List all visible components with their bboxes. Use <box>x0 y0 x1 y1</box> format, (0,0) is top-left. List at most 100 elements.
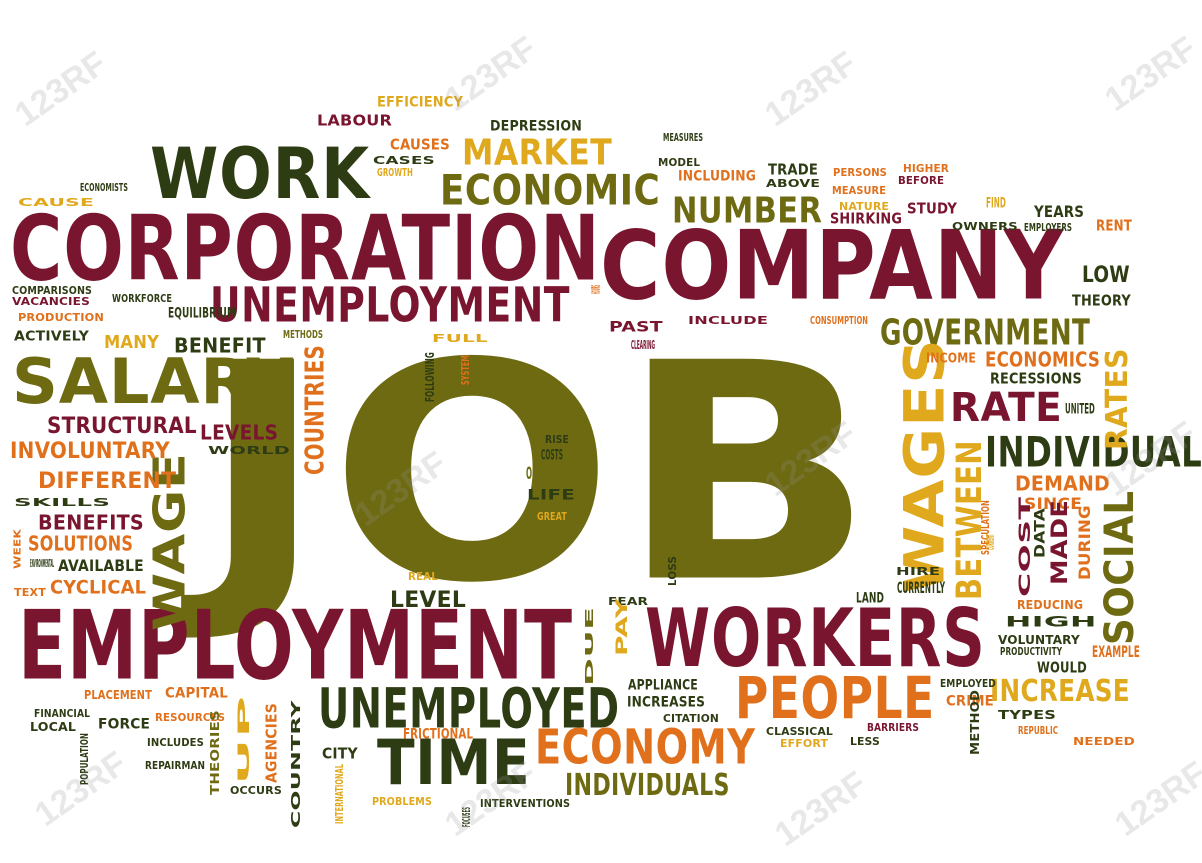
word-text: ECONOMIC <box>440 166 661 216</box>
word-cases: CASES <box>373 155 435 166</box>
word-text: TIME <box>377 728 531 800</box>
word-different: DIFFERENT <box>38 470 176 492</box>
word-text: WORKFORCE <box>112 292 173 305</box>
word-text: MEASURES <box>663 131 704 144</box>
word-environmental: ENVIRONMENTAL <box>30 558 54 569</box>
word-workforce: WORKFORCE <box>112 293 172 304</box>
word-text: REPUBLIC <box>1018 724 1059 737</box>
word-barriers: BARRIERS <box>867 722 919 733</box>
word-efficiency: EFFICIENCY <box>377 95 463 109</box>
word-pay: PAY <box>612 597 632 656</box>
watermark-logo: 123RF <box>768 764 874 854</box>
word-text: OCCURS <box>230 784 282 797</box>
word-text: FINANCIAL <box>34 707 91 720</box>
word-text: CASES <box>373 154 435 167</box>
word-less: LESS <box>850 736 880 747</box>
word-text: INCREASE <box>990 673 1130 709</box>
word-republic: REPUBLIC <box>1018 725 1058 736</box>
word-government: GOVERNMENT <box>880 315 1090 351</box>
word-text: CITY <box>322 744 358 763</box>
word-text: UNEMPLOYMENT <box>210 278 570 334</box>
word-countries: COUNTRIES <box>300 345 330 475</box>
word-equilibrium: EQUILIBRIUM <box>168 306 236 320</box>
word-study: STUDY <box>907 201 957 216</box>
word-salary: SALARY <box>12 352 294 414</box>
word-text: LOCAL <box>30 720 77 734</box>
word-text: CURRENT <box>984 533 997 550</box>
word-include: INCLUDE <box>688 315 768 326</box>
word-example: EXAMPLE <box>1092 644 1140 660</box>
word-method: METHOD <box>968 689 982 755</box>
word-text: INTERNATIONAL <box>333 764 346 824</box>
word-text: PRODUCTIVITY <box>1000 645 1063 658</box>
word-resources: RESOURCES <box>155 712 225 723</box>
word-text: VOLUNTARY <box>998 633 1080 647</box>
word-following: FOLLOWING <box>423 352 437 402</box>
word-occurs: OCCURS <box>230 785 282 796</box>
word-costs: COSTS <box>541 448 563 462</box>
word-currently: CURRENTLY <box>897 580 945 596</box>
word-text: GROWTH <box>377 166 413 179</box>
word-cost: COST <box>1016 497 1034 597</box>
word-text: UNITED <box>1065 400 1095 418</box>
word-clearing: CLEARING <box>631 339 655 351</box>
word-cause: CAUSE <box>18 197 94 208</box>
word-text: FRICTIONAL <box>403 725 474 743</box>
word-text: VACANCIES <box>12 295 90 308</box>
word-text: FULL <box>432 332 488 345</box>
word-text: CLEARING <box>631 338 656 352</box>
word-benefit: BENEFIT <box>174 336 266 356</box>
word-text: DATA <box>1031 507 1049 558</box>
word-text: CYCLICAL <box>50 576 147 599</box>
word-text: CRIME <box>946 692 994 710</box>
word-due: DUE <box>583 606 596 686</box>
word-including: INCLUDING <box>678 169 756 183</box>
word-text: HOURS <box>589 284 603 294</box>
word-frictional: FRICTIONAL <box>403 727 473 741</box>
word-text: TEXT <box>14 587 46 598</box>
word-text: WORLD <box>208 444 291 457</box>
watermark-logo: 123RF <box>758 44 864 134</box>
word-text: HIGH <box>1005 613 1097 631</box>
word-citation: CITATION <box>663 713 719 724</box>
word-text: INVOLUNTARY <box>10 438 170 464</box>
word-text: LAND <box>856 589 885 607</box>
word-text: OWNERS <box>952 220 1018 233</box>
word-united: UNITED <box>1065 402 1095 416</box>
word-text: ENVIRONMENTAL <box>30 557 54 570</box>
word-text: LEVELS <box>200 421 279 445</box>
word-classical: CLASSICAL <box>766 726 833 737</box>
word-text: INCLUDE <box>688 314 769 327</box>
watermark-logo: 123RF <box>1108 754 1202 844</box>
word-includes: INCLUDES <box>147 737 204 748</box>
word-economics: ECONOMICS <box>985 350 1100 370</box>
word-week: WEEK <box>11 529 23 569</box>
word-trade: TRADE <box>768 162 818 177</box>
word-interventions: INTERVENTIONS <box>480 798 570 809</box>
word-text: PAY <box>612 597 632 656</box>
word-current: CURRENT <box>984 533 997 550</box>
word-text: METHOD <box>968 689 982 755</box>
word-growth: GROWTH <box>377 167 413 178</box>
word-problems: PROBLEMS <box>372 796 432 807</box>
word-text: RENT <box>1096 216 1132 235</box>
word-real: REAL <box>408 571 438 582</box>
word-text: COUNTRIES <box>300 345 330 475</box>
word-text: CAUSE <box>18 196 95 209</box>
word-labour: LABOUR <box>317 113 392 128</box>
word-job: JOB <box>200 330 880 630</box>
word-years: YEARS <box>1034 204 1084 220</box>
word-unemployed: UNEMPLOYED <box>318 682 620 737</box>
word-text: RISE <box>545 433 569 446</box>
word-above: ABOVE <box>766 178 820 189</box>
word-since: SINCE <box>1024 496 1082 512</box>
word-rate: RATE <box>950 388 1062 428</box>
word-rise: RISE <box>545 434 569 445</box>
watermark-logo: 123RF <box>8 44 114 134</box>
word-past: PAST <box>609 320 663 334</box>
word-text: SHIRKING <box>830 209 903 228</box>
word-text: FIND <box>986 194 1006 212</box>
word-individuals: INDIVIDUALS <box>565 770 730 800</box>
word-effort: EFFORT <box>780 738 828 749</box>
